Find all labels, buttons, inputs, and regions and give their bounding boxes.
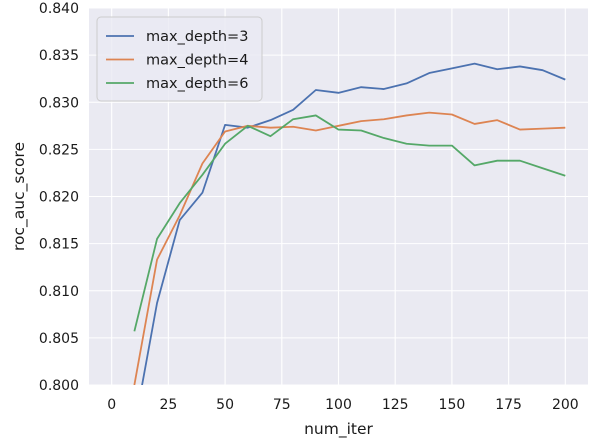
x-tick-label: 100 bbox=[325, 397, 352, 413]
y-tick-label: 0.805 bbox=[39, 331, 79, 347]
y-axis-ticks: 0.800 0.805 0.810 0.815 0.820 0.825 0.830 0.835… bbox=[39, 1, 79, 394]
y-axis-label: roc_auc_score bbox=[10, 142, 29, 251]
legend-label: max_depth=6 bbox=[146, 76, 248, 92]
x-tick-label: 50 bbox=[216, 397, 234, 413]
x-tick-label: 125 bbox=[382, 397, 409, 413]
series-lines bbox=[133, 62, 566, 385]
x-tick-label: 25 bbox=[159, 397, 177, 413]
x-axis-ticks: 0 25 50 75 100 125 150 175 200 bbox=[107, 397, 578, 413]
legend-box bbox=[96, 16, 263, 102]
series-line-2 bbox=[133, 111, 566, 385]
x-tick-label: 200 bbox=[552, 397, 579, 413]
x-tick-label: 75 bbox=[273, 397, 291, 413]
y-tick-label: 0.820 bbox=[39, 190, 79, 206]
y-tick-label: 0.840 bbox=[39, 1, 79, 17]
legend-label: max_depth=4 bbox=[146, 53, 248, 69]
series-line-3 bbox=[133, 114, 566, 332]
y-tick-label: 0.810 bbox=[39, 284, 79, 300]
x-tick-label: 0 bbox=[107, 397, 116, 413]
y-tick-label: 0.835 bbox=[39, 48, 79, 64]
y-tick-label: 0.830 bbox=[39, 95, 79, 111]
legend: max_depth=3 max_depth=4 max_depth=6 bbox=[96, 16, 263, 102]
series-line-1 bbox=[141, 62, 566, 385]
y-tick-label: 0.815 bbox=[39, 237, 79, 253]
y-tick-label: 0.800 bbox=[39, 378, 79, 394]
legend-label: max_depth=3 bbox=[146, 29, 248, 45]
x-tick-label: 150 bbox=[439, 397, 466, 413]
y-tick-label: 0.825 bbox=[39, 142, 79, 158]
x-tick-label: 175 bbox=[495, 397, 522, 413]
x-axis-label: num_iter bbox=[304, 420, 373, 439]
